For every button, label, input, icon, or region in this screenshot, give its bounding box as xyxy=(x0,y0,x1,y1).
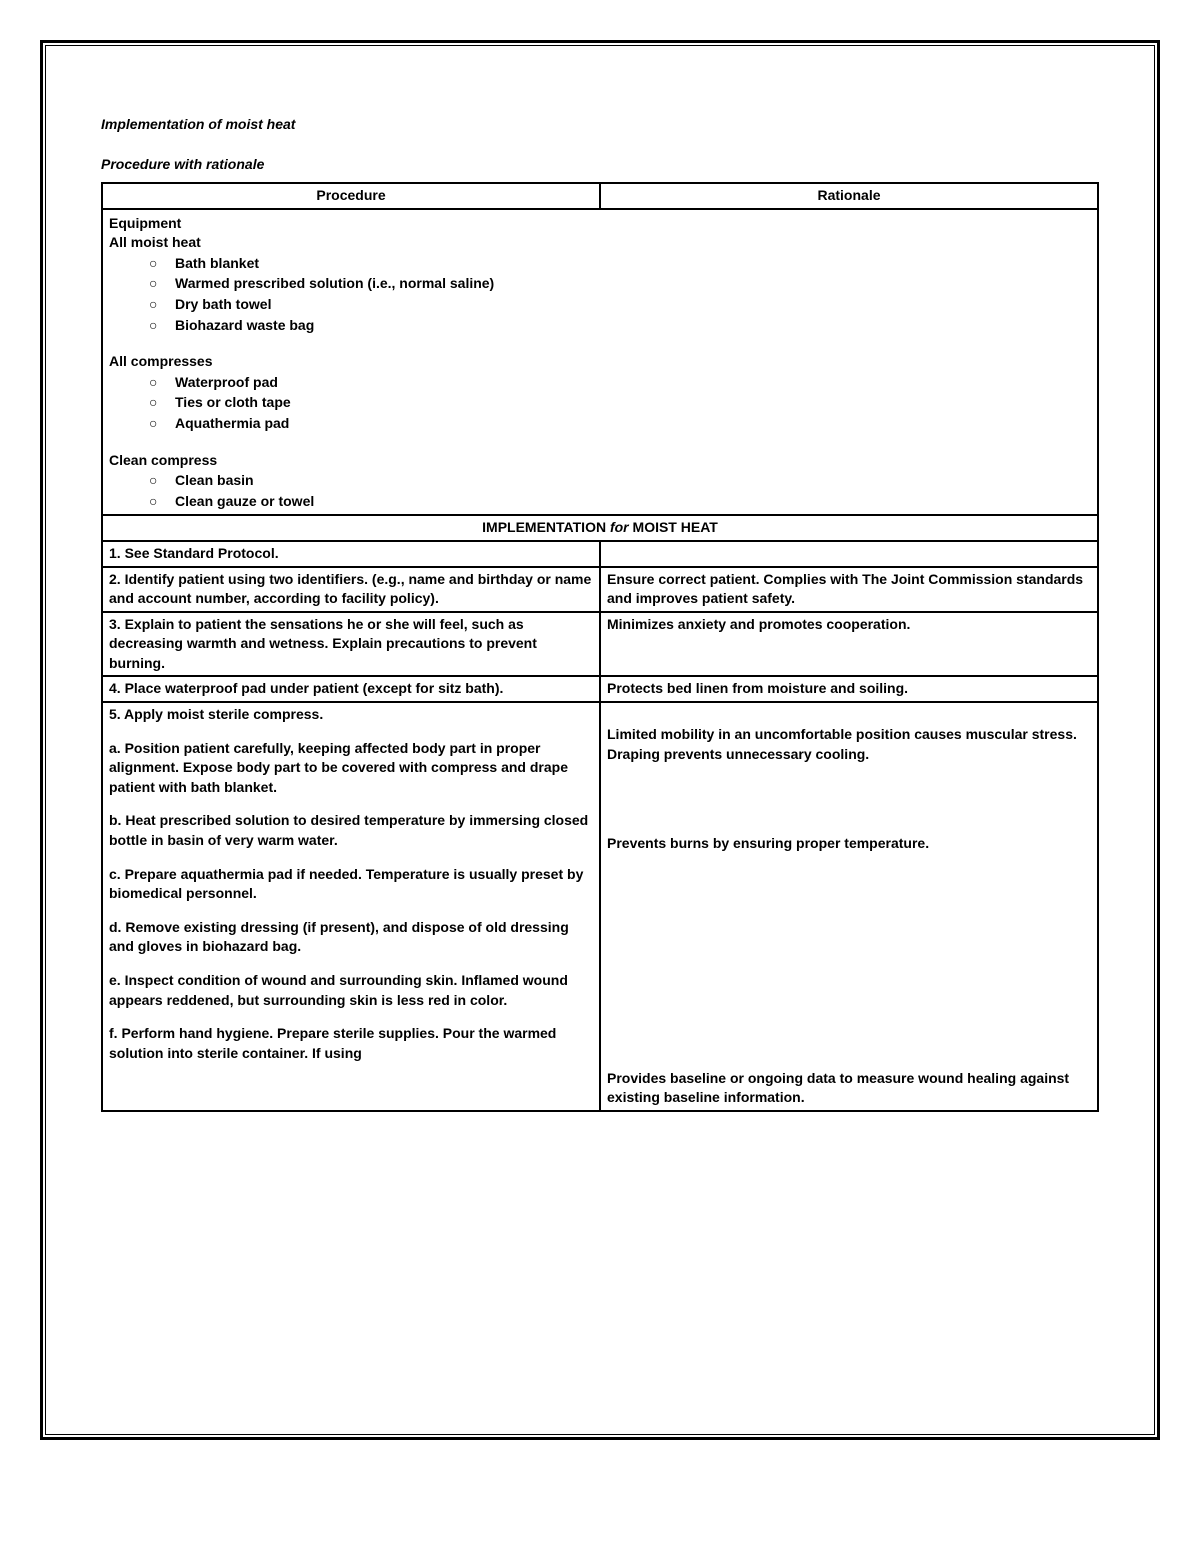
procedure-table: Procedure Rationale Equipment All moist … xyxy=(101,182,1099,1112)
step5-sub: b. Heat prescribed solution to desired t… xyxy=(109,811,593,850)
step5-sub: d. Remove existing dressing (if present)… xyxy=(109,918,593,957)
title-sub: Procedure with rationale xyxy=(101,156,1099,172)
rationale-cell-step5: Limited mobility in an uncomfortable pos… xyxy=(600,702,1098,1111)
table-row: 1. See Standard Protocol. xyxy=(102,541,1098,567)
equip-group-label: Clean compress xyxy=(109,451,1091,471)
list-item: Waterproof pad xyxy=(149,373,1091,393)
frame-outer: Implementation of moist heat Procedure w… xyxy=(40,40,1160,1440)
list-item: Ties or cloth tape xyxy=(149,393,1091,413)
step5-sub: a. Position patient carefully, keeping a… xyxy=(109,739,593,798)
step5-sub: e. Inspect condition of wound and surrou… xyxy=(109,971,593,1010)
equip-list: Clean basin Clean gauze or towel xyxy=(109,471,1091,511)
procedure-cell: 2. Identify patient using two identifier… xyxy=(102,567,600,612)
step5-rationale: Prevents burns by ensuring proper temper… xyxy=(607,834,1091,854)
list-item: Biohazard waste bag xyxy=(149,316,1091,336)
table-row-step5: 5. Apply moist sterile compress. a. Posi… xyxy=(102,702,1098,1111)
equip-group-label: All compresses xyxy=(109,352,1091,372)
equipment-cell: Equipment All moist heat Bath blanket Wa… xyxy=(102,209,1098,516)
page: Implementation of moist heat Procedure w… xyxy=(0,0,1200,1553)
equipment-row: Equipment All moist heat Bath blanket Wa… xyxy=(102,209,1098,516)
equipment-heading: Equipment xyxy=(109,214,1091,234)
list-item: Aquathermia pad xyxy=(149,414,1091,434)
frame-inner: Implementation of moist heat Procedure w… xyxy=(45,45,1155,1435)
list-item: Clean gauze or towel xyxy=(149,492,1091,512)
title-main: Implementation of moist heat xyxy=(101,116,1099,132)
list-item: Warmed prescribed solution (i.e., normal… xyxy=(149,274,1091,294)
step5-sub: f. Perform hand hygiene. Prepare sterile… xyxy=(109,1024,593,1063)
list-item: Clean basin xyxy=(149,471,1091,491)
rationale-cell: Protects bed linen from moisture and soi… xyxy=(600,676,1098,702)
step5-lead: 5. Apply moist sterile compress. xyxy=(109,705,593,725)
list-item: Bath blanket xyxy=(149,254,1091,274)
implementation-header-row: IMPLEMENTATION for MOIST HEAT xyxy=(102,515,1098,541)
list-item: Dry bath towel xyxy=(149,295,1091,315)
equip-group-label: All moist heat xyxy=(109,233,1091,253)
rationale-cell xyxy=(600,541,1098,567)
table-header-row: Procedure Rationale xyxy=(102,183,1098,209)
table-row: 4. Place waterproof pad under patient (e… xyxy=(102,676,1098,702)
impl-post: MOIST HEAT xyxy=(629,519,718,535)
step5-rationale: Provides baseline or ongoing data to mea… xyxy=(607,1069,1091,1108)
step5-rationale: Limited mobility in an uncomfortable pos… xyxy=(607,725,1091,764)
rationale-cell: Minimizes anxiety and promotes cooperati… xyxy=(600,612,1098,677)
implementation-header: IMPLEMENTATION for MOIST HEAT xyxy=(102,515,1098,541)
procedure-cell-step5: 5. Apply moist sterile compress. a. Posi… xyxy=(102,702,600,1111)
procedure-cell: 1. See Standard Protocol. xyxy=(102,541,600,567)
equip-list: Bath blanket Warmed prescribed solution … xyxy=(109,254,1091,335)
equip-list: Waterproof pad Ties or cloth tape Aquath… xyxy=(109,373,1091,434)
step5-sub: c. Prepare aquathermia pad if needed. Te… xyxy=(109,865,593,904)
impl-pre: IMPLEMENTATION xyxy=(482,519,610,535)
table-row: 2. Identify patient using two identifier… xyxy=(102,567,1098,612)
col-rationale: Rationale xyxy=(600,183,1098,209)
table-row: 3. Explain to patient the sensations he … xyxy=(102,612,1098,677)
impl-ital: for xyxy=(610,519,629,535)
procedure-cell: 3. Explain to patient the sensations he … xyxy=(102,612,600,677)
col-procedure: Procedure xyxy=(102,183,600,209)
rationale-cell: Ensure correct patient. Complies with Th… xyxy=(600,567,1098,612)
procedure-cell: 4. Place waterproof pad under patient (e… xyxy=(102,676,600,702)
